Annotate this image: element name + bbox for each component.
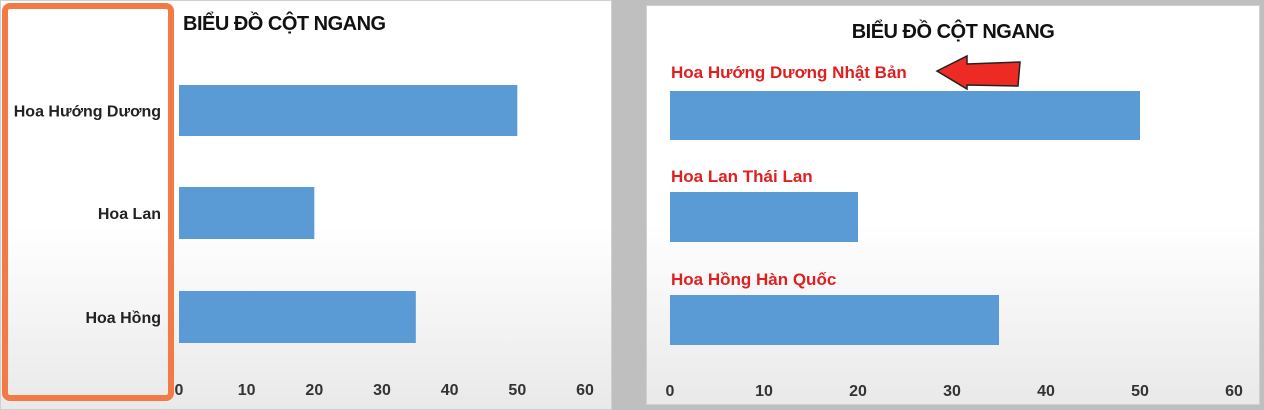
x-tick-label: 20 [305,382,323,399]
category-label: Hoa Lan [98,206,161,223]
x-tick-label: 0 [175,382,184,399]
chart-panel-left: BIỂU ĐỒ CỘT NGANG Hoa Hướng Dương Hoa Lan… [0,0,612,410]
horizontal-bar-chart-right: Hoa Hướng Dương Nhật Bản Hoa Lan Thái Lan… [666,54,1243,400]
chart-title-right: BIỂU ĐỒ CỘT NGANG [851,21,1055,43]
x-tick-label: 60 [576,382,594,399]
x-tick-label: 50 [508,382,526,399]
x-tick-label: 30 [373,382,391,399]
bar [670,295,999,345]
x-tick-label: 60 [1225,383,1243,400]
category-label: Hoa Hướng Dương Nhật Bản [671,63,907,82]
x-tick-label: 10 [238,382,256,399]
pointer-arrow-icon [935,54,1021,91]
bar [179,291,416,343]
chart-panel-right: BIỂU ĐỒ CỘT NGANG Hoa Hướng Dương Nhật B… [646,5,1260,405]
horizontal-bar-chart-left: Hoa Hướng Dương Hoa Lan Hoa Hồng 0 10 20 30 40 5… [14,85,594,399]
x-tick-label: 40 [441,382,459,399]
bar [670,192,858,242]
x-tick-label: 20 [849,383,867,400]
chart-title-left: BIỂU ĐỒ CỘT NGANG [183,13,386,35]
category-label: Hoa Hướng Dương [14,104,161,121]
x-tick-label: 30 [943,383,961,400]
x-tick-label: 0 [666,383,675,400]
bar [670,91,1140,140]
bar [179,85,518,136]
bar [179,187,315,239]
category-label: Hoa Hồng Hàn Quốc [671,270,836,289]
category-label: Hoa Hồng [85,310,161,327]
x-tick-label: 50 [1131,383,1149,400]
x-tick-label: 10 [755,383,773,400]
x-tick-label: 40 [1037,383,1055,400]
category-label: Hoa Lan Thái Lan [671,167,813,186]
